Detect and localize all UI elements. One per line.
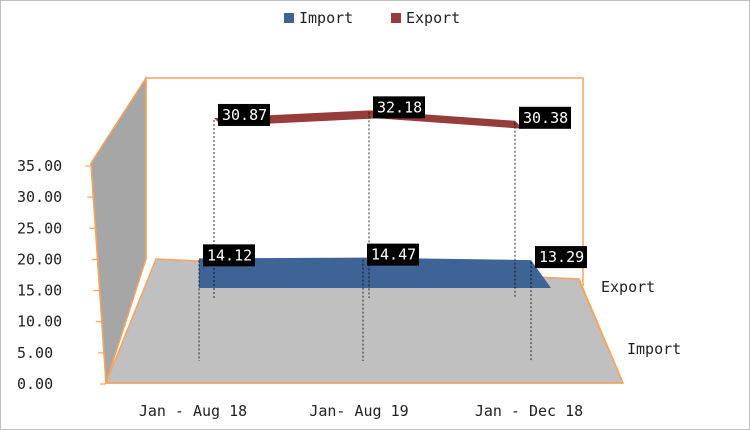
category-label-1: Jan- Aug 19 xyxy=(309,402,408,420)
depth-label-import: Import xyxy=(627,340,681,358)
data-label-import-2: 13.29 xyxy=(539,248,584,266)
x-axis-categories: Jan - Aug 18 Jan- Aug 19 Jan - Dec 18 xyxy=(139,402,583,420)
y-tick-label-1: 5.00 xyxy=(17,344,53,362)
leader-lines xyxy=(198,112,532,361)
data-label-box-import-0 xyxy=(203,244,255,267)
y-tick-label-5: 25.00 xyxy=(17,219,62,237)
legend-label-import: Import xyxy=(299,9,353,27)
y-tick-label-3: 15.00 xyxy=(17,282,62,300)
data-label-box-import-1 xyxy=(367,243,419,266)
category-label-2: Jan - Dec 18 xyxy=(475,402,583,420)
data-label-box-export-1 xyxy=(373,96,425,119)
data-label-export-1: 32.18 xyxy=(377,98,422,116)
y-tick-label-0: 0.00 xyxy=(17,375,53,393)
legend-swatch-import xyxy=(284,13,294,23)
data-label-export-0: 30.87 xyxy=(222,106,267,124)
series-area-export xyxy=(214,110,523,129)
y-axis-ticks: 0.00 5.00 10.00 15.00 20.00 25.00 30.00 35.00 xyxy=(17,157,106,393)
depth-axis-labels: Import Export xyxy=(601,278,681,358)
series-bands xyxy=(199,110,551,288)
y-tick-label-2: 10.00 xyxy=(17,313,62,331)
back-wall-frame xyxy=(145,77,584,286)
chart-walls xyxy=(90,75,625,384)
y-tick-label-4: 20.00 xyxy=(17,250,62,268)
legend-label-export: Export xyxy=(406,9,460,27)
data-label-export-2: 30.38 xyxy=(523,109,568,127)
y-tick-label-7: 35.00 xyxy=(17,157,62,175)
series-area-import xyxy=(199,257,551,288)
data-label-import-1: 14.47 xyxy=(371,246,416,264)
data-label-box-export-0 xyxy=(218,103,270,126)
y-axis-line xyxy=(90,162,107,384)
depth-label-export: Export xyxy=(601,278,655,296)
category-label-0: Jan - Aug 18 xyxy=(139,402,247,420)
legend-swatch-export xyxy=(391,13,401,23)
data-label-import-0: 14.12 xyxy=(207,246,252,264)
floor-right-edge xyxy=(578,280,624,384)
data-label-box-export-2 xyxy=(519,106,571,129)
y-tick-label-6: 30.00 xyxy=(17,188,62,206)
chart-legend: Import Export xyxy=(284,9,460,27)
data-labels: 14.12 14.47 13.29 30.87 32.18 30.38 xyxy=(203,96,587,269)
data-label-box-import-2 xyxy=(535,246,587,269)
